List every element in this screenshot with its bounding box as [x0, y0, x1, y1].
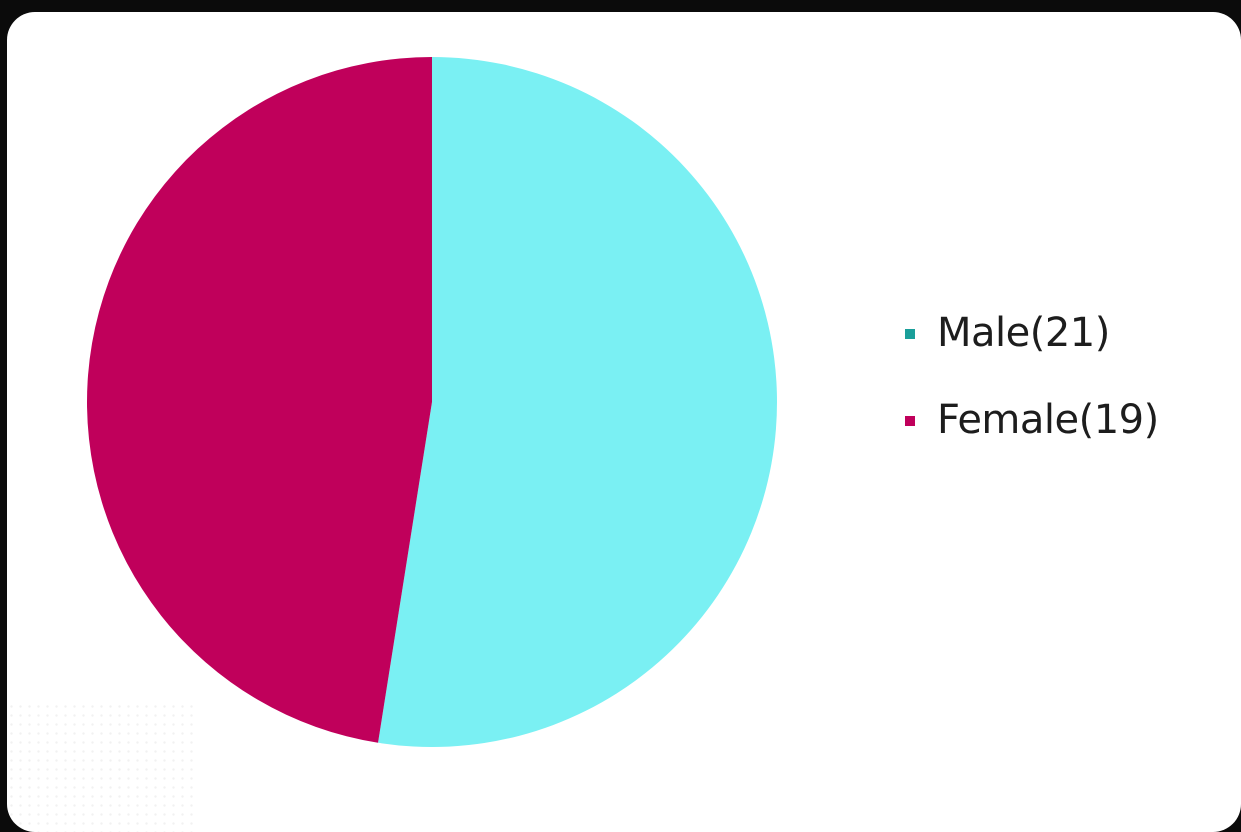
- legend-item-male[interactable]: Male(21): [905, 310, 1159, 356]
- legend-swatch-male: [905, 329, 915, 339]
- pie-slice-female[interactable]: [86, 57, 433, 743]
- legend-label-male: Male(21): [937, 310, 1110, 356]
- chart-legend: Male(21) Female(19): [905, 310, 1159, 486]
- pie-chart: [86, 57, 777, 747]
- legend-label-female: Female(19): [937, 397, 1159, 443]
- pie-slice-male[interactable]: [378, 57, 777, 747]
- legend-swatch-female: [905, 416, 915, 426]
- chart-card: Male(21) Female(19): [7, 12, 1241, 832]
- decorative-dot-pattern: [7, 702, 197, 832]
- legend-item-female[interactable]: Female(19): [905, 397, 1159, 443]
